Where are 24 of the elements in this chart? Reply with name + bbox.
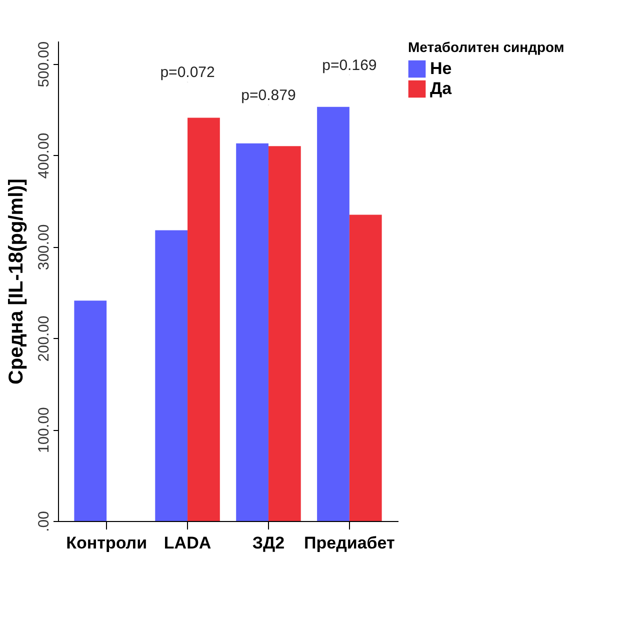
bar bbox=[236, 143, 268, 521]
bar bbox=[74, 300, 107, 521]
y-tick-label: 400.00 bbox=[36, 132, 52, 179]
legend-label: Не bbox=[430, 59, 452, 78]
x-tick-label: ЗД2 bbox=[252, 534, 285, 552]
y-axis-title: Средна [IL-18(pg/ml)] bbox=[6, 178, 28, 384]
y-tick-label: 100.00 bbox=[36, 407, 52, 454]
y-tick-label: .00 bbox=[36, 511, 52, 532]
x-tick-label: LADA bbox=[164, 534, 212, 552]
y-tick-label: 300.00 bbox=[36, 224, 52, 270]
bar bbox=[317, 106, 350, 521]
bar bbox=[155, 230, 188, 521]
y-tick-label: 500.00 bbox=[36, 41, 52, 88]
annotation: p=0.072 bbox=[160, 64, 215, 82]
legend-label: Да bbox=[430, 79, 452, 98]
y-tick-label: 200.00 bbox=[36, 316, 52, 362]
legend-title: Метаболитен синдром bbox=[408, 39, 564, 55]
x-tick-label: Контроли bbox=[66, 534, 148, 552]
x-tick-label: Предиабет bbox=[304, 534, 395, 552]
annotation: p=0.169 bbox=[322, 56, 377, 74]
bar bbox=[349, 214, 382, 521]
bar bbox=[268, 146, 301, 521]
annotation: p=0.879 bbox=[241, 87, 296, 104]
bar bbox=[188, 118, 220, 521]
